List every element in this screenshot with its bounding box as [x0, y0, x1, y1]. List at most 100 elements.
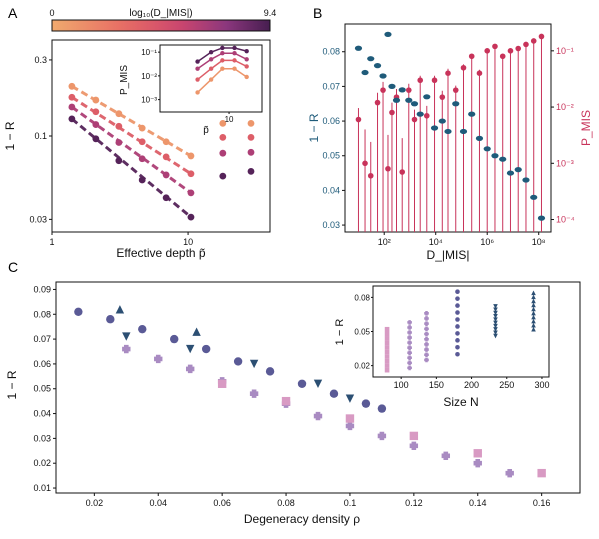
data-point-c	[249, 389, 259, 398]
inset-point-c	[493, 317, 498, 322]
inset-point-c	[531, 290, 536, 296]
inset-point-a	[220, 51, 225, 56]
data-point-c	[313, 411, 323, 421]
x-axis-label-a: Effective depth p̃	[116, 246, 206, 260]
x-tick-label-c: 0.14	[469, 498, 487, 508]
colorbar	[51, 19, 271, 32]
data-point-a	[219, 149, 227, 157]
inset-point-c	[384, 354, 390, 359]
inset-point-c	[407, 365, 412, 371]
inset-point-c	[424, 321, 429, 326]
one-minus-r-point-b	[530, 194, 538, 200]
inset-point-c	[384, 340, 390, 346]
inset-point-c	[455, 303, 460, 308]
data-point-a	[247, 119, 255, 127]
data-point-a	[219, 133, 227, 141]
inset-point-a	[208, 57, 214, 62]
inset-point-a	[208, 66, 214, 71]
pmis-point-b	[399, 169, 406, 175]
data-point-a	[92, 121, 100, 128]
inset-x-tick-label-c: 150	[429, 380, 444, 390]
data-point-a	[68, 82, 76, 90]
inset-point-c	[455, 344, 460, 350]
data-point-c	[473, 449, 482, 458]
y-right-tick-label-b: 10⁻¹	[556, 46, 574, 56]
inset-point-c	[407, 320, 412, 325]
y-right-tick-label-b: 10⁻²	[556, 102, 574, 112]
data-point-a	[187, 189, 195, 197]
inset-point-c	[384, 336, 390, 341]
y-tick-label-c: 0.04	[33, 409, 51, 419]
x-tick-label-b: 10²	[378, 237, 391, 247]
one-minus-r-point-b	[405, 97, 413, 103]
one-minus-r-point-b	[384, 31, 392, 37]
y-right-tick-label-b: 10⁻³	[556, 158, 574, 168]
inset-x-tick-label-c: 300	[534, 380, 549, 390]
one-minus-r-point-b	[459, 128, 468, 135]
inset-point-a	[195, 59, 200, 64]
x-tick-label-c: 0.12	[405, 498, 423, 508]
inset-point-c	[424, 352, 429, 358]
y-right-tick-label-b: 10⁻⁴	[556, 215, 575, 225]
one-minus-r-point-b	[416, 111, 424, 117]
one-minus-r-point-b	[398, 87, 406, 93]
one-minus-r-point-b	[499, 156, 507, 162]
y-left-tick-label-b: 0.06	[322, 116, 340, 126]
data-point-a	[115, 157, 123, 165]
inset-point-c	[493, 323, 498, 329]
data-point-c	[154, 354, 163, 364]
inset-x-label-a: p̃	[203, 125, 209, 136]
pmis-point-b	[374, 99, 381, 106]
y-left-label-b: 1 − R	[307, 113, 321, 142]
inset-point-a	[195, 77, 200, 82]
inset-point-c	[493, 330, 498, 336]
y-left-tick-label-b: 0.08	[322, 47, 340, 57]
inset-point-c	[407, 330, 412, 335]
inset-point-c	[531, 302, 536, 308]
inset-point-c	[407, 335, 412, 340]
inset-y-label-c: 1 − R	[334, 319, 346, 346]
inset-point-a	[195, 66, 200, 71]
pmis-point-b	[362, 160, 368, 167]
x-tick-label-c: 0.08	[277, 498, 295, 508]
one-minus-r-point-b	[392, 97, 401, 103]
x-tick-label-b: 10⁶	[480, 237, 494, 247]
y-tick-label-a: 0.1	[34, 131, 47, 141]
panel-c: 0.01 0.02 0.03 0.04 0.05 0.06 0.07 0.08 0.09 0.02…	[5, 281, 581, 526]
data-point-c	[192, 327, 201, 336]
one-minus-r-point-b	[354, 45, 363, 51]
data-point-a	[68, 93, 76, 101]
inset-point-c	[424, 331, 429, 337]
inset-point-c	[493, 310, 498, 316]
data-point-c	[505, 468, 514, 478]
y-left-tick-label-b: 0.03	[322, 220, 340, 230]
inset-point-c	[384, 367, 390, 373]
inset-point-a	[232, 58, 237, 63]
y-right-label-b: P_MIS	[579, 110, 593, 146]
x-tick-label-a: 10	[183, 237, 193, 247]
pmis-point-b	[492, 43, 498, 50]
data-point-c	[409, 431, 419, 441]
data-point-a	[68, 115, 76, 123]
y-tick-label-a: 0.03	[29, 214, 47, 224]
data-point-c	[409, 441, 419, 451]
x-tick-label-c: 0.06	[213, 498, 231, 508]
data-point-a	[138, 138, 146, 146]
pmis-point-b	[507, 48, 514, 54]
x-tick-label-c: 0.04	[149, 498, 167, 508]
inset-point-a	[220, 66, 225, 71]
inset-x-label-c: Size N	[443, 395, 478, 409]
inset-point-c	[531, 294, 536, 300]
plot-frame-c	[55, 281, 581, 494]
inset-point-c	[407, 345, 412, 350]
pmis-point-b	[476, 70, 483, 77]
inset-point-a	[244, 64, 249, 69]
inset-point-c	[531, 306, 536, 312]
pmis-point-b	[515, 45, 522, 52]
x-tick-label-c: 0.02	[86, 498, 104, 508]
inset-point-c	[531, 314, 536, 320]
y-tick-label-c: 0.03	[33, 433, 51, 443]
x-tick-label-c: 0.1	[344, 498, 357, 508]
data-point-c	[377, 404, 387, 413]
inset-point-a	[232, 51, 237, 56]
